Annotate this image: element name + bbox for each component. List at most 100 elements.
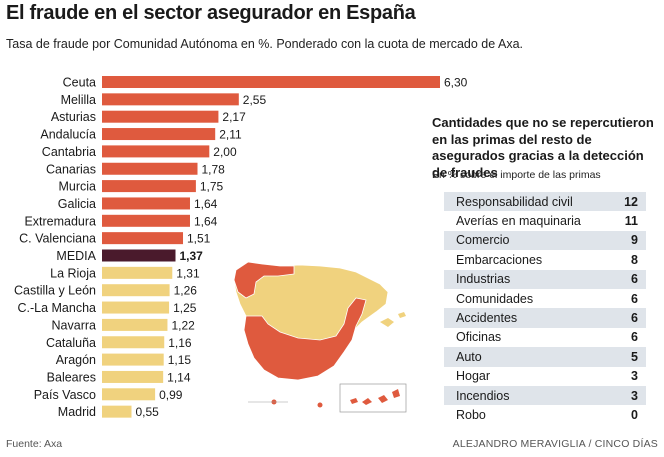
- value-label: 1,75: [200, 180, 224, 194]
- category-label: C.-La Mancha: [17, 301, 96, 315]
- category-label: Cantabria: [42, 145, 96, 159]
- credit-note: ALEJANDRO MERAVIGLIA / CINCO DÍAS: [452, 438, 658, 450]
- table-row-label: Auto: [456, 349, 482, 364]
- table-row-value: 9: [631, 233, 638, 248]
- table-row-value: 8: [631, 252, 638, 267]
- value-label: 2,17: [222, 110, 246, 124]
- bar: [102, 318, 168, 331]
- map-canarias-inset: [339, 383, 407, 413]
- chart-title: El fraude en el sector asegurador en Esp…: [6, 2, 416, 24]
- bar: [102, 180, 196, 193]
- map-baleares: [380, 318, 394, 327]
- table-row: Comercio 9: [444, 230, 646, 251]
- category-label: Cataluña: [46, 336, 96, 350]
- table-row: Embarcaciones 8: [444, 250, 646, 269]
- table-row-label: Robo: [456, 407, 486, 422]
- table-row-label: Oficinas: [456, 330, 502, 345]
- bar: [102, 336, 165, 349]
- bar: [102, 284, 170, 297]
- table-row-value: 12: [624, 194, 638, 209]
- table-row-value: 6: [631, 291, 638, 306]
- bar: [102, 301, 170, 314]
- table-row: Averías en maquinaria 11: [444, 211, 646, 230]
- value-label: 1,16: [168, 336, 192, 350]
- map-baleares-small: [398, 312, 406, 318]
- bar: [102, 197, 190, 210]
- table-row-label: Averías en maquinaria: [456, 214, 581, 229]
- bar: [102, 405, 132, 418]
- table-row-label: Comercio: [456, 233, 510, 248]
- table-row-label: Responsabilidad civil: [456, 194, 573, 209]
- value-label: 1,64: [194, 214, 218, 228]
- category-label: Andalucía: [40, 128, 96, 142]
- table-row-label: Industrias: [456, 272, 511, 287]
- table-row-value: 6: [631, 330, 638, 345]
- bar: [102, 145, 210, 158]
- table-row: Hogar 3: [444, 367, 646, 386]
- table-row: Industrias 6: [444, 269, 646, 289]
- map-melilla: [317, 402, 323, 408]
- bar: [102, 76, 440, 88]
- value-label: 0,55: [136, 405, 160, 419]
- value-label: 1,25: [173, 301, 197, 315]
- value-label: 2,55: [243, 93, 267, 107]
- table-title: Cantidades que no se repercutieron en la…: [432, 115, 654, 180]
- category-label: Madrid: [58, 405, 96, 419]
- table-row-value: 5: [631, 349, 638, 364]
- category-label: Castilla y León: [14, 284, 96, 298]
- table-row-value: 3: [631, 369, 638, 384]
- table-row-label: Incendios: [456, 388, 510, 403]
- chart-subtitle: Tasa de fraude por Comunidad Autónoma en…: [6, 37, 524, 51]
- table-row-value: 6: [631, 311, 638, 326]
- category-label: La Rioja: [50, 266, 96, 280]
- table-row: Accidentes 6: [444, 308, 646, 328]
- category-label: Canarias: [46, 162, 96, 176]
- value-label: 1,64: [194, 197, 218, 211]
- table-row: Robo 0: [444, 405, 646, 424]
- bar: [102, 232, 184, 245]
- bar: [102, 266, 173, 279]
- bar: [102, 388, 156, 401]
- value-label: 1,37: [180, 249, 204, 263]
- table-row-value: 11: [624, 214, 638, 229]
- table-row: Comunidades 6: [444, 289, 646, 308]
- value-label: 1,22: [171, 318, 195, 332]
- table-subtitle: En % sobre el importe de las primas: [432, 169, 601, 181]
- table-row: Incendios 3: [444, 385, 646, 406]
- category-label: Extremadura: [24, 214, 96, 228]
- map-region-south: [243, 297, 367, 381]
- category-label: Melilla: [61, 93, 96, 107]
- bar: [102, 128, 216, 141]
- table-row-label: Hogar: [456, 369, 491, 384]
- table-row-label: Embarcaciones: [456, 252, 543, 267]
- table-row-label: Comunidades: [456, 291, 534, 306]
- category-label: Ceuta: [63, 76, 96, 90]
- table-row: Oficinas 6: [444, 328, 646, 347]
- table-row: Auto 5: [444, 347, 646, 367]
- value-label: 1,14: [167, 370, 191, 384]
- value-label: 1,31: [176, 266, 200, 280]
- category-label: País Vasco: [34, 388, 96, 402]
- table-row-label: Accidentes: [456, 311, 518, 326]
- value-label: 1,15: [168, 353, 192, 367]
- table-row: Responsabilidad civil 12: [444, 192, 646, 212]
- bar: [102, 249, 176, 262]
- value-label: 0,99: [159, 388, 183, 402]
- map-region-northwest: [233, 261, 295, 299]
- bar: [102, 214, 190, 227]
- map-canarias: [350, 389, 400, 405]
- bar: [102, 162, 198, 175]
- bar: [102, 110, 219, 123]
- category-label: C. Valenciana: [19, 232, 96, 246]
- category-label: Murcia: [58, 180, 96, 194]
- table-row-value: 6: [631, 272, 638, 287]
- spain-map: [233, 261, 407, 413]
- category-label: Galicia: [58, 197, 96, 211]
- category-label: MEDIA: [56, 249, 96, 263]
- category-label: Navarra: [52, 318, 97, 332]
- value-label: 1,26: [174, 284, 198, 298]
- category-label: Baleares: [47, 370, 96, 384]
- category-label: Aragón: [56, 353, 96, 367]
- category-label: Asturias: [51, 110, 96, 124]
